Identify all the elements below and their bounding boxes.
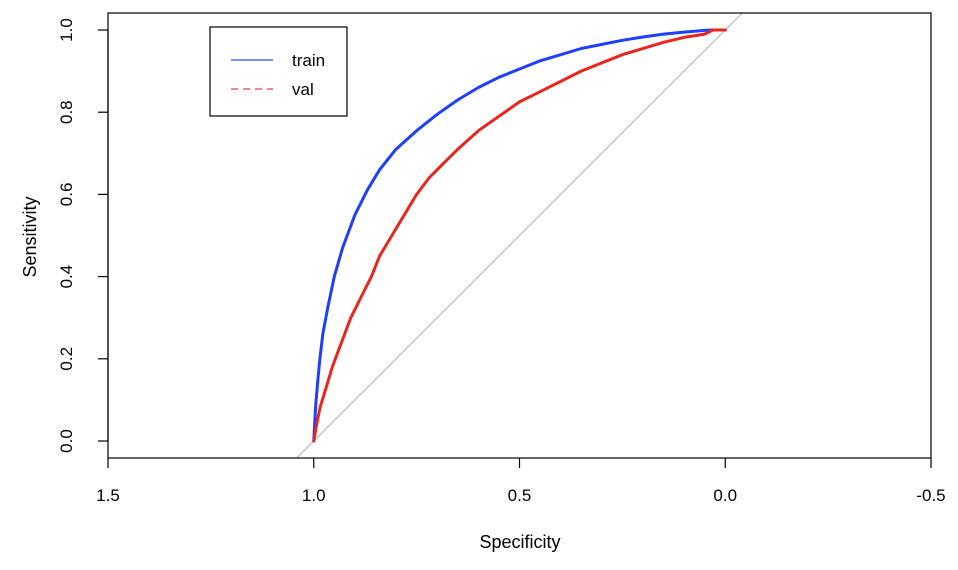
legend-label-val: val	[292, 80, 314, 99]
y-tick-label: 1.0	[57, 18, 76, 42]
y-tick-label: 0.6	[57, 183, 76, 207]
reference-diagonal-line	[296, 13, 743, 458]
x-tick-label: 1.0	[302, 486, 326, 505]
axes: 1.5 1.0 0.5 0.0 -0.5 0.0 0.2 0.4 0.6 0.8 1.0	[57, 12, 946, 505]
legend: train val	[209, 26, 348, 117]
x-tick-label: 0.5	[508, 486, 532, 505]
plot-area	[296, 13, 743, 458]
x-tick-label: 1.5	[96, 486, 120, 505]
y-tick-label: 0.2	[57, 347, 76, 371]
y-tick-label: 0.4	[57, 265, 76, 289]
y-axis-title: Sensitivity	[20, 196, 40, 277]
legend-box	[209, 26, 348, 117]
x-tick-label: -0.5	[916, 486, 945, 505]
x-axis-title: Specificity	[479, 532, 560, 552]
series-line-val	[312, 28, 727, 443]
x-tick-label: 0.0	[713, 486, 737, 505]
y-tick-label: 0.0	[57, 429, 76, 453]
series-line-train	[312, 28, 727, 443]
legend-label-train: train	[292, 51, 325, 70]
y-tick-label: 0.8	[57, 100, 76, 124]
